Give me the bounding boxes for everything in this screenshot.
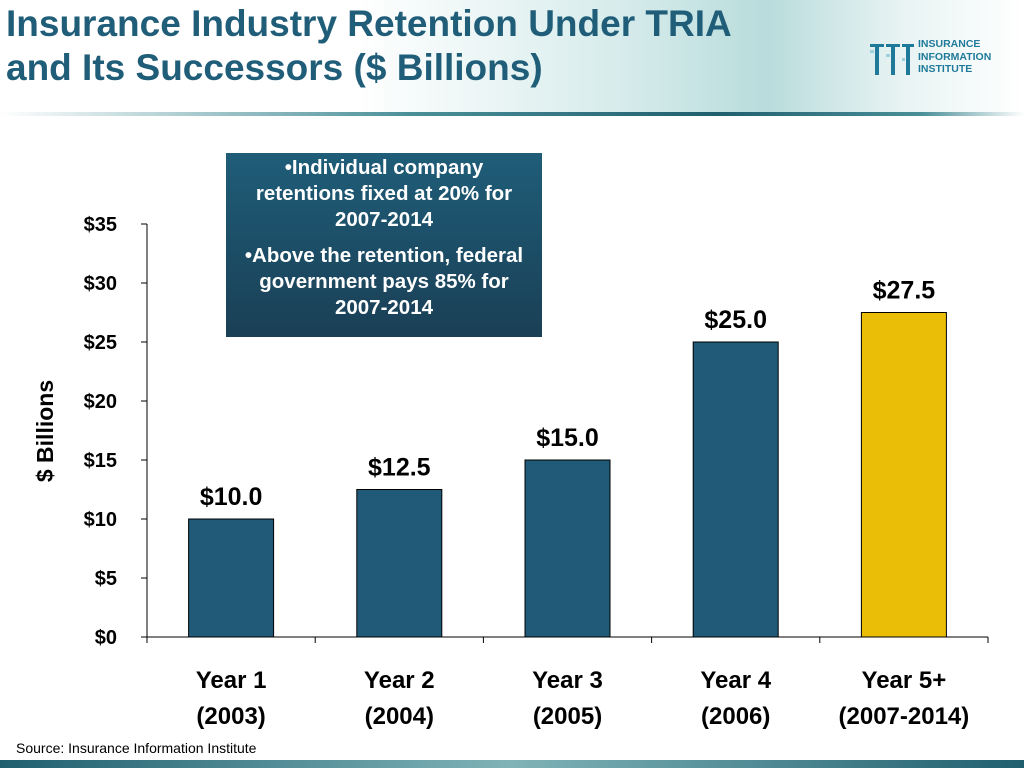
x-tick-label-line2: (2005) (533, 703, 602, 730)
x-tick-labels: Year 1 (2003) Year 2 (2004) Year 3 (2005) Year… (196, 667, 970, 730)
x-tick-label-line1: Year 5+ (862, 667, 947, 694)
header-band (0, 0, 1024, 116)
logo-line-1: INSURANCE (918, 38, 981, 50)
callout-bullet-2: •Above the retention, federal government… (244, 244, 524, 319)
x-tick-label-line2: (2004) (365, 703, 434, 730)
y-tick-label: $35 (84, 214, 117, 236)
y-tick-label: $15 (84, 450, 117, 472)
title-line-1: Insurance Industry Retention Under TRIA (6, 3, 732, 44)
x-tick-label-line1: Year 4 (700, 667, 771, 694)
data-labels: $10.0 $12.5 $15.0 $25.0 $27.5 (200, 277, 935, 512)
annotation-callout: •Individual company retentions fixed at … (226, 153, 542, 337)
callout-bullet-1: •Individual company retentions fixed at … (255, 156, 513, 231)
bar-3 (524, 459, 611, 638)
iii-logo-icon (870, 44, 914, 75)
footer-bar (0, 760, 1024, 768)
y-tick-label: $20 (84, 391, 117, 413)
bars (188, 312, 947, 638)
bar-1 (188, 518, 275, 638)
header-divider (0, 112, 1024, 116)
x-tick-label-line1: Year 2 (364, 667, 435, 694)
axes: $0 $5 $10 $15 $20 $25 $30 $35 (84, 214, 989, 649)
y-tick-label: $30 (84, 273, 117, 295)
logo-line-3: INSTITUTE (918, 63, 973, 75)
x-tick-label-line1: Year 3 (532, 667, 603, 694)
bar-2 (356, 489, 443, 638)
logo-wordmark: INSURANCE INFORMATION INSTITUTE (918, 38, 991, 76)
y-tick-label: $5 (95, 568, 117, 590)
source-note: Source: Insurance Information Institute (16, 740, 257, 756)
y-axis-title: $ Billions (32, 380, 58, 482)
y-axis-label: $ Billions (32, 380, 58, 482)
y-tick-label: $25 (84, 332, 117, 354)
x-tick-label-line2: (2006) (701, 703, 770, 730)
x-tick-label-line2: (2007-2014) (839, 703, 970, 730)
data-label-1: $10.0 (200, 483, 263, 511)
logo-line-2: INFORMATION (918, 50, 992, 63)
bar-4 (692, 341, 779, 638)
bar-5 (860, 312, 947, 638)
data-label-2: $12.5 (368, 454, 431, 482)
title-line-2: and Its Successors ($ Billions) (6, 47, 543, 88)
x-tick-label-line1: Year 1 (196, 667, 267, 694)
y-tick-label: $10 (84, 509, 117, 531)
data-label-3: $15.0 (536, 424, 599, 452)
data-label-5: $27.5 (873, 277, 936, 305)
y-tick-label: $0 (95, 627, 117, 649)
x-tick-label-line2: (2003) (196, 703, 265, 730)
data-label-4: $25.0 (704, 306, 767, 334)
slide-title: Insurance Industry Retention Under TRIA … (6, 2, 732, 90)
